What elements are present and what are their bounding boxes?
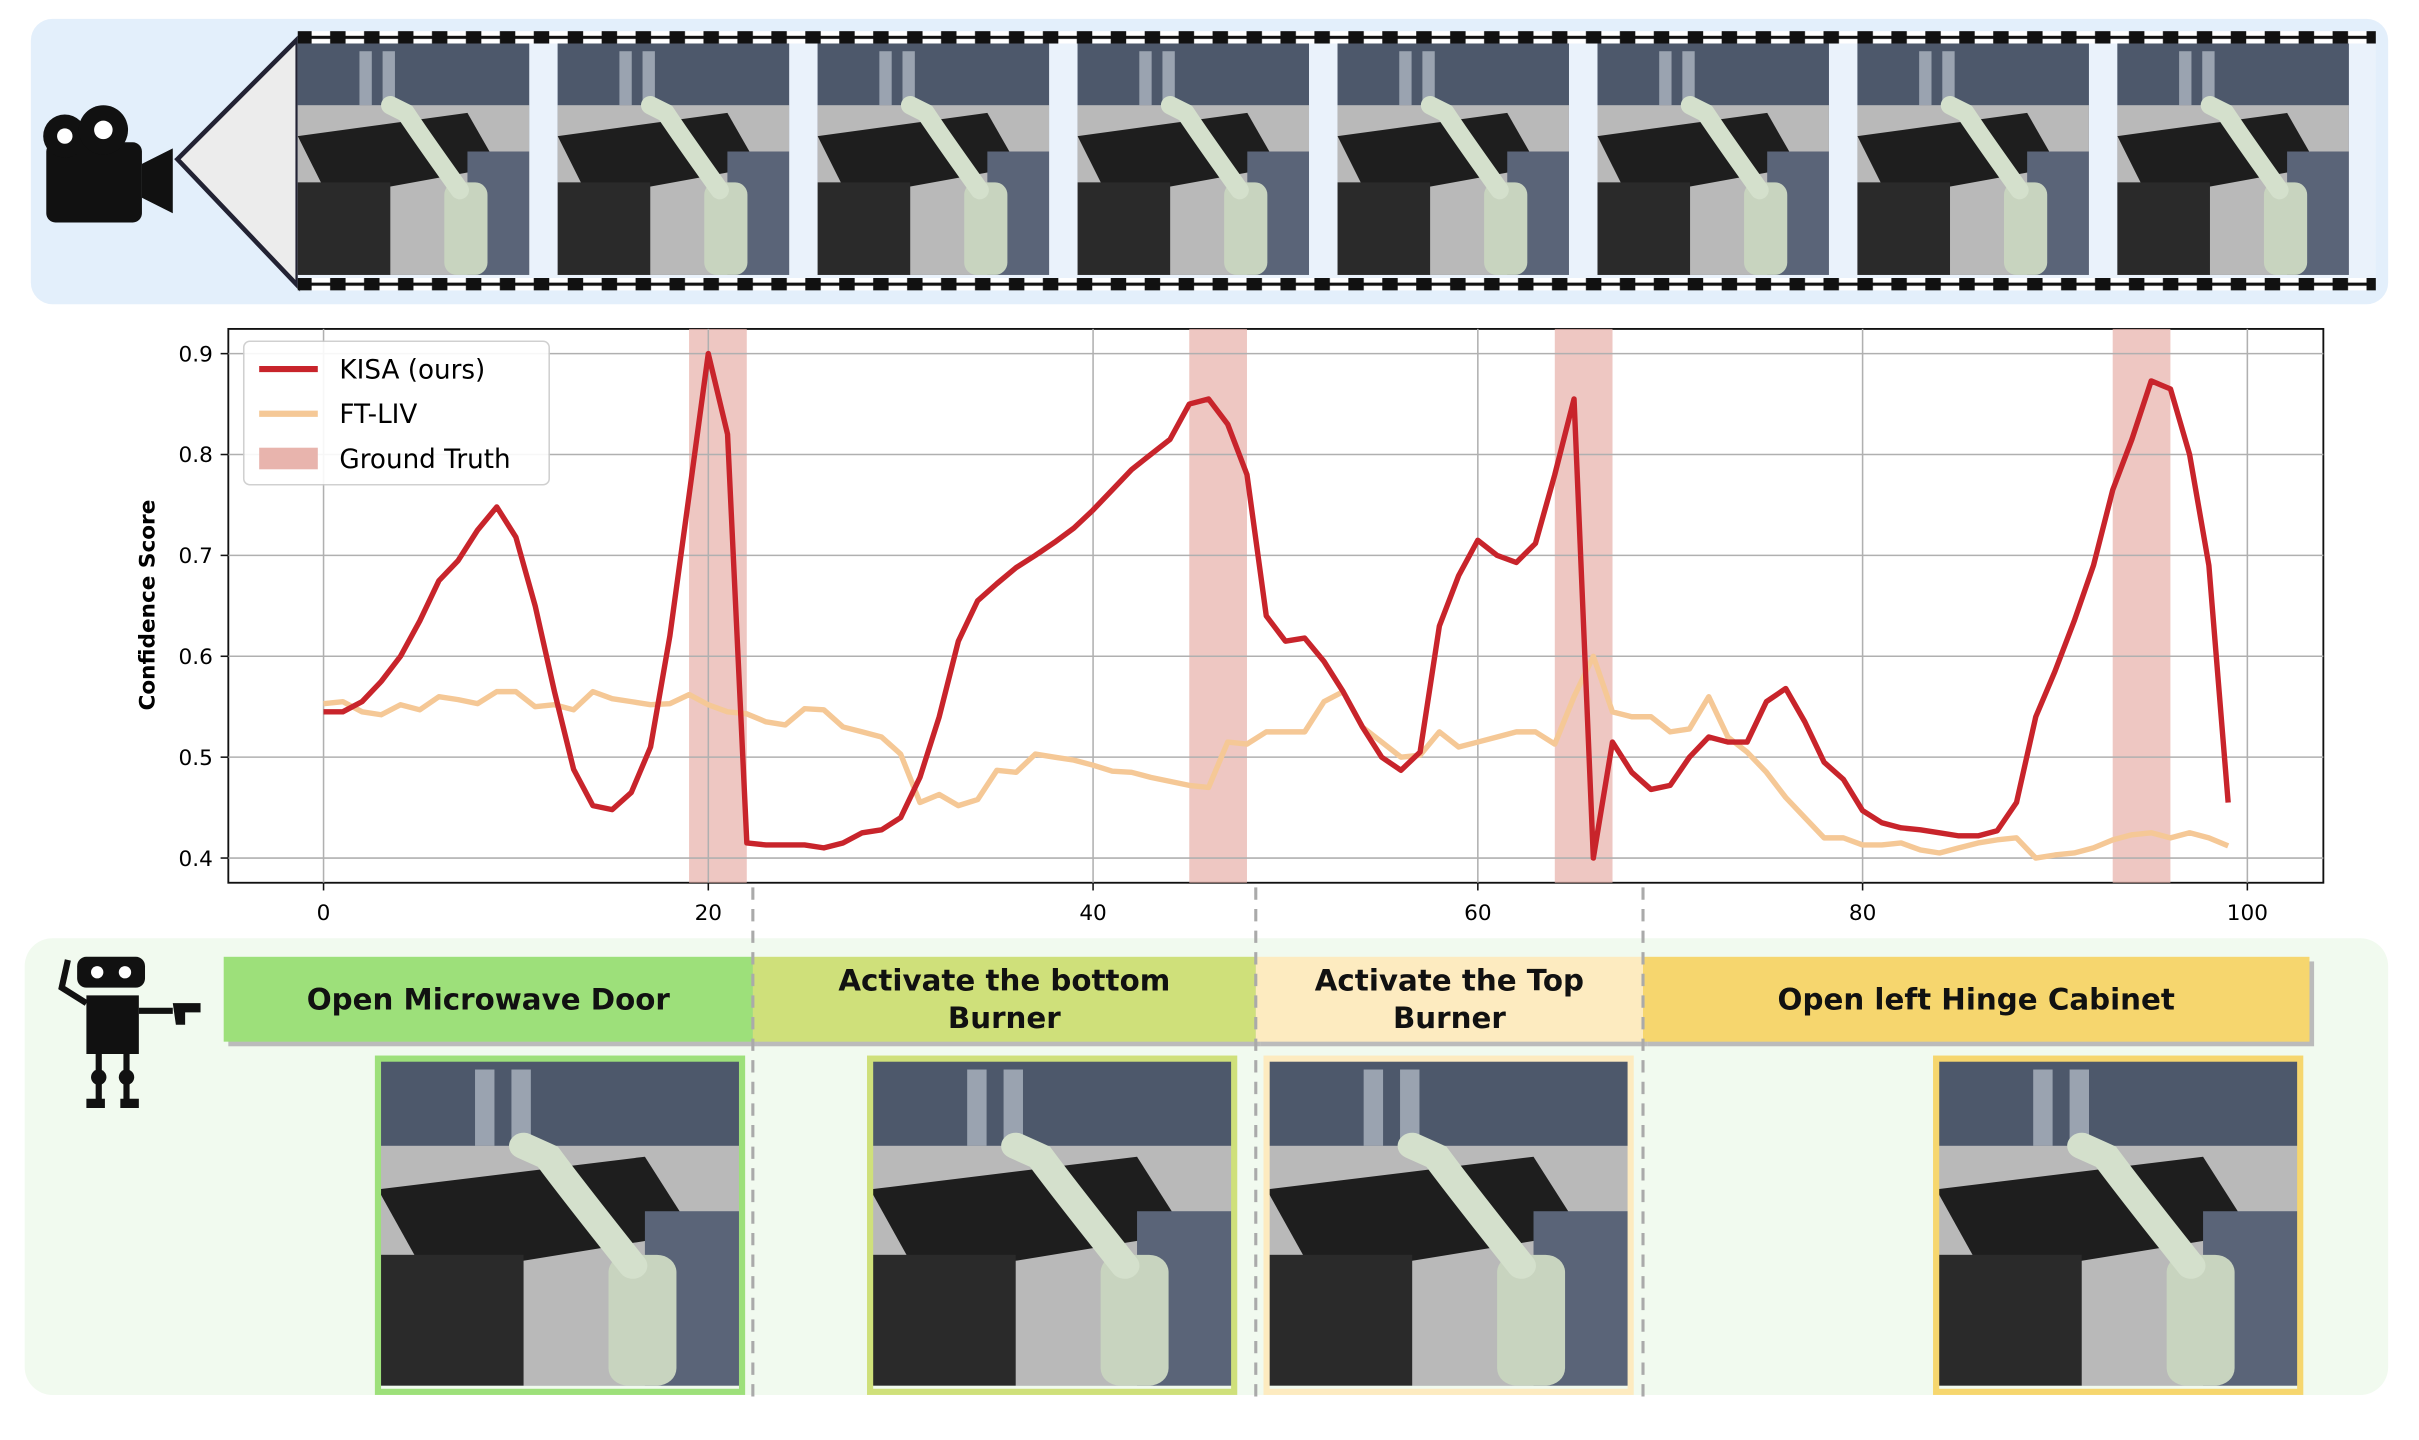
y-tick-label: 0.8 (179, 443, 213, 468)
legend-swatch (259, 447, 318, 470)
task-box (1255, 956, 1644, 1042)
line-series (323, 350, 2231, 861)
y-tick-label: 0.4 (179, 847, 213, 872)
film-holes (297, 31, 2376, 44)
plot-area (227, 327, 2325, 884)
video-frame (558, 44, 789, 275)
task-label-box: Open left Hinge Cabinet (1777, 982, 2175, 1017)
task-label: Open Microwave Door (306, 982, 670, 1017)
video-frame (1338, 44, 1569, 275)
task-image-border (1933, 1055, 2304, 1395)
x-tick-label: 60 (1464, 901, 1491, 926)
y-tick-label: 0.6 (179, 645, 213, 670)
video-frame (298, 44, 529, 275)
robot-icon (58, 956, 201, 1108)
legend-label: FT-LIV (339, 400, 417, 430)
legend-label: KISA (ours) (339, 355, 485, 385)
video-frame (2117, 44, 2348, 275)
x-tick-label: 20 (695, 901, 722, 926)
y-tick-label: 0.9 (179, 342, 213, 367)
task-label: Activate the bottom Burner (838, 963, 1171, 1035)
video-frame (1857, 44, 2088, 275)
y-axis-label: Confidence Score (135, 500, 160, 711)
task-image (1936, 1059, 2300, 1386)
y-tick-label: 0.5 (179, 746, 213, 771)
film-holes (297, 278, 2376, 291)
x-tick-label: 80 (1849, 901, 1876, 926)
x-tick-label: 0 (317, 901, 331, 926)
legend-label: Ground Truth (339, 445, 510, 475)
task-label: Activate the Top Burner (1314, 963, 1585, 1035)
task-box (223, 956, 753, 1042)
task-label-box: Activate the Top Burner (1314, 963, 1585, 1035)
legend-box (242, 340, 550, 486)
x-tick-label: 100 (2227, 901, 2268, 926)
video-frame (1078, 44, 1309, 275)
video-frame (818, 44, 1049, 275)
ground-truth-band (2112, 328, 2171, 883)
task-image (378, 1059, 742, 1386)
task-image-border (374, 1055, 746, 1395)
task-label: Open left Hinge Cabinet (1777, 982, 2175, 1017)
task-image (1267, 1059, 1631, 1386)
task-box (752, 956, 1256, 1042)
task-image-border (867, 1055, 1238, 1395)
task-image-border (1263, 1055, 1634, 1395)
task-image (870, 1059, 1234, 1386)
task-box (1643, 956, 2310, 1042)
x-tick-label: 40 (1079, 901, 1106, 926)
line-series (323, 653, 2230, 861)
task-label-box: Activate the bottom Burner (838, 963, 1171, 1035)
ground-truth-band (1189, 328, 1247, 883)
y-tick-label: 0.7 (179, 544, 213, 569)
task-label-box: Open Microwave Door (306, 982, 670, 1017)
camera-icon (43, 33, 301, 292)
video-frame (1597, 44, 1828, 275)
